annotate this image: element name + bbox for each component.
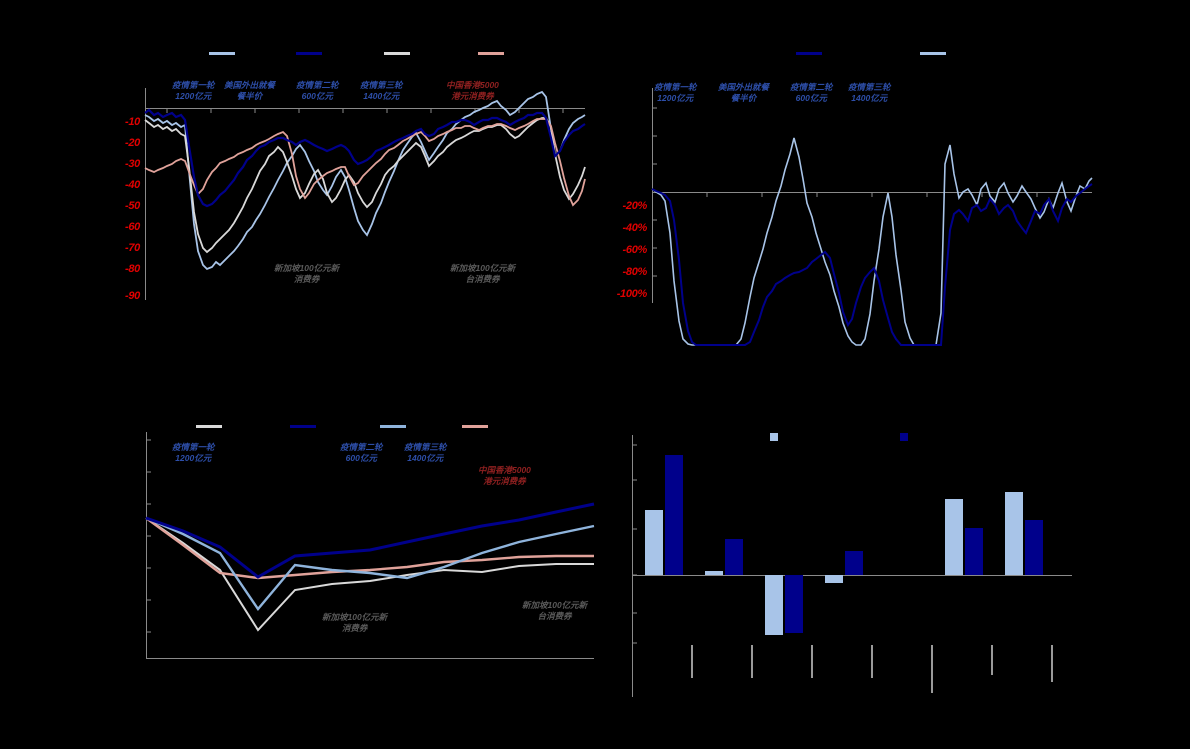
annotation-stimulus-round-2: 疫情第二轮 600亿元 [340, 442, 383, 464]
panel-bottom-right [600, 400, 1190, 749]
annotation-stimulus-round-1: 疫情第一轮 1200亿元 [172, 442, 215, 464]
ytick-label: -40% [622, 222, 648, 234]
legend-square-1 [770, 433, 778, 441]
ytick-label: -90 [125, 290, 140, 302]
annotation-stimulus-round-1: 疫情第一轮 1200亿元 [172, 80, 215, 102]
series-light-blue-line [144, 90, 586, 271]
annotation-dining-discount: 美国外出就餐 餐半价 [718, 82, 770, 104]
ytick-label: -20% [622, 200, 648, 212]
annotation-singapore-voucher-2: 新加坡100亿元新 台消费券 [450, 263, 516, 285]
annotation-stimulus-round-3: 疫情第三轮 1400亿元 [404, 442, 447, 464]
annotation-dining-discount: 美国外出就餐 餐半价 [224, 80, 276, 102]
annotation-stimulus-round-2: 疫情第二轮 600亿元 [296, 80, 339, 102]
ytick-label: -80 [125, 263, 140, 275]
bar-navy-7 [1025, 520, 1043, 575]
chart-top-left-plot [144, 90, 586, 271]
bar-light-blue-7 [1005, 492, 1023, 575]
series-salmon-line [145, 517, 594, 580]
chart-bottom-left-plot [145, 439, 595, 633]
bar-light-blue-1 [645, 510, 663, 575]
series-light-gray-line [144, 117, 586, 254]
ytick-label: -60% [622, 244, 648, 256]
legend-line-2 [920, 52, 946, 55]
legend-line-3 [384, 52, 410, 55]
series-salmon-line [144, 118, 586, 207]
legend-line-4 [462, 425, 488, 428]
annotation-singapore-voucher-2: 新加坡100亿元新 台消费券 [522, 600, 588, 622]
ytick-label: -50 [125, 200, 140, 212]
y-axis-bottom-left [146, 432, 147, 658]
ytick-label: -10 [125, 116, 140, 128]
legend-line-2 [296, 52, 322, 55]
bar-navy-3 [785, 575, 803, 633]
bar-navy-1 [665, 455, 683, 575]
y-axis-top-left [145, 88, 146, 300]
ytick-marks [652, 107, 657, 277]
bar-light-blue-2 [705, 571, 723, 575]
series-mid-blue-line [145, 516, 595, 611]
bar-light-blue-3 [765, 575, 783, 635]
ytick-marks [632, 444, 637, 644]
series-navy-line [144, 108, 586, 208]
annotation-stimulus-round-3: 疫情第三轮 1400亿元 [360, 80, 403, 102]
series-navy-line [145, 502, 595, 579]
ytick-label: -60 [125, 221, 140, 233]
bar-group-light-blue [645, 492, 1023, 635]
chart-top-right-plot [651, 107, 1093, 346]
ytick-label: -30 [125, 158, 140, 170]
annotation-singapore-voucher-1: 新加坡100亿元新 消费券 [274, 263, 340, 285]
legend-line-2 [290, 425, 316, 428]
series-light-blue-line [651, 137, 1093, 346]
legend-line-1 [196, 425, 222, 428]
legend-line-1 [209, 52, 235, 55]
annotation-hongkong-voucher: 中国香港5000 港元消费券 [478, 465, 531, 487]
bar-group-navy [665, 455, 1043, 633]
ytick-label: -40 [125, 179, 140, 191]
annotation-stimulus-round-1: 疫情第一轮 1200亿元 [654, 82, 697, 104]
annotation-stimulus-round-2: 疫情第二轮 600亿元 [790, 82, 833, 104]
y-axis-bottom-right [632, 435, 633, 697]
legend-line-1 [796, 52, 822, 55]
legend-line-4 [478, 52, 504, 55]
ytick-label: -80% [622, 266, 648, 278]
ytick-label: -70 [125, 242, 140, 254]
legend-square-2 [900, 433, 908, 441]
bar-light-blue-6 [945, 499, 963, 575]
ytick-marks [146, 439, 151, 633]
annotation-stimulus-round-3: 疫情第三轮 1400亿元 [848, 82, 891, 104]
x-axis-bottom-left [146, 658, 594, 659]
panel-top-right: -20% -40% -60% -80% -100% 疫情第一轮 1200亿元 美… [600, 0, 1190, 346]
panel-top-left: -10 -20 -30 -40 -50 -60 -70 -80 -90 疫情第一… [0, 0, 600, 330]
series-navy-line [651, 183, 1093, 346]
bar-navy-2 [725, 539, 743, 575]
zero-line-top-left [145, 108, 585, 109]
xtick-marks [691, 645, 1053, 693]
panel-bottom-left: 疫情第一轮 1200亿元 疫情第二轮 600亿元 疫情第三轮 1400亿元 中国… [0, 400, 600, 749]
ytick-label: -20 [125, 137, 140, 149]
bar-navy-4 [845, 551, 863, 575]
xtick-marks [706, 192, 1038, 197]
y-axis-top-right [652, 88, 653, 303]
annotation-hongkong-voucher: 中国香港5000 港元消费券 [446, 80, 499, 102]
chart-bottom-right-plot [632, 444, 1053, 693]
series-light-gray-line [145, 517, 594, 632]
bar-navy-6 [965, 528, 983, 575]
ytick-label: -100% [616, 288, 648, 300]
bar-light-blue-4 [825, 575, 843, 583]
zero-line-bottom-right [632, 575, 1072, 576]
annotation-singapore-voucher-1: 新加坡100亿元新 消费券 [322, 612, 388, 634]
legend-line-3 [380, 425, 406, 428]
